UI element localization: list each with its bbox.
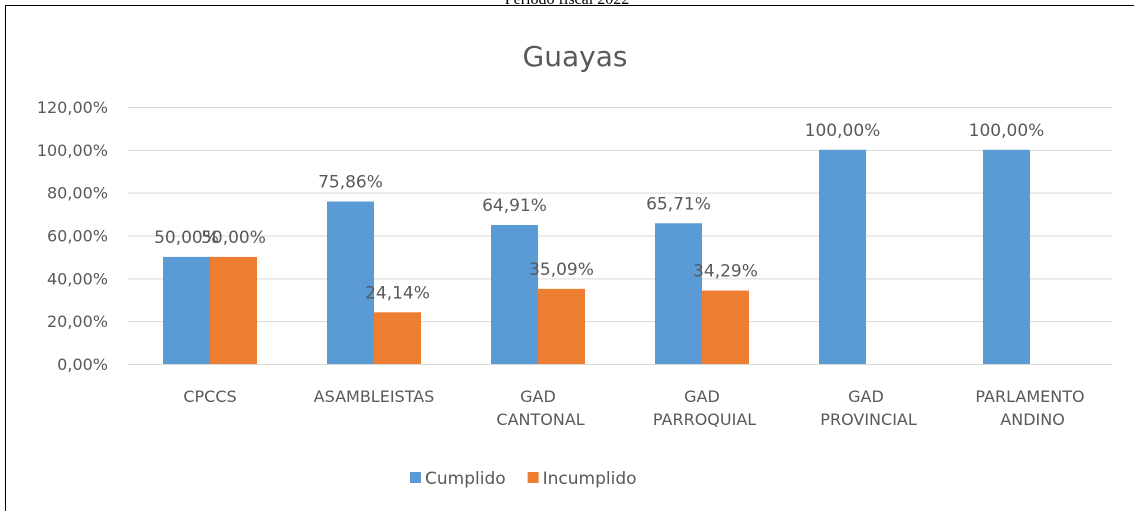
data-label: 34,29% (693, 262, 758, 282)
data-label: 100,00% (805, 121, 881, 141)
legend-swatch (410, 472, 421, 483)
legend-label: Incumplido (543, 469, 637, 489)
data-label: 50,00% (154, 228, 219, 248)
y-tick-label: 120,00% (37, 98, 108, 117)
data-label: 100,00% (969, 121, 1045, 141)
header: Período fiscal 2022 (505, 0, 629, 8)
bar (538, 288, 585, 364)
chart-title: Guayas (523, 40, 628, 73)
y-tick-label: 20,00% (47, 312, 108, 331)
bar (655, 223, 702, 364)
bar (983, 149, 1030, 364)
x-tick-label: CPCCS (183, 387, 236, 406)
data-label: 24,14% (365, 283, 430, 303)
data-label: 65,71% (646, 194, 711, 214)
y-tick-label: 0,00% (57, 355, 108, 374)
x-tick-label: GAD PARROQUIAL (648, 387, 756, 429)
data-label: 75,86% (318, 173, 383, 193)
legend-swatch (527, 472, 539, 483)
bar (327, 201, 374, 364)
data-label: 35,09% (529, 260, 594, 280)
bar (163, 256, 210, 364)
x-tick-label: PARLAMENTO ANDINO (975, 387, 1084, 429)
bar (210, 256, 257, 364)
y-tick-label: 100,00% (37, 141, 108, 160)
bar (819, 149, 866, 364)
x-tick-label: ASAMBLEISTAS (314, 387, 435, 406)
legend-label: Cumplido (425, 469, 506, 489)
data-label: 64,91% (482, 196, 547, 216)
y-tick-label: 60,00% (47, 227, 108, 246)
bar (702, 290, 749, 364)
bar (374, 312, 421, 364)
y-tick-label: 40,00% (47, 269, 108, 288)
bar (491, 224, 538, 364)
x-tick-label: GAD PROVINCIAL (815, 387, 917, 429)
data-label: 50,00% (201, 228, 266, 248)
x-tick-label: GAD CANTONAL (491, 387, 584, 429)
chart-border (5, 5, 1134, 511)
y-tick-label: 80,00% (47, 184, 108, 203)
